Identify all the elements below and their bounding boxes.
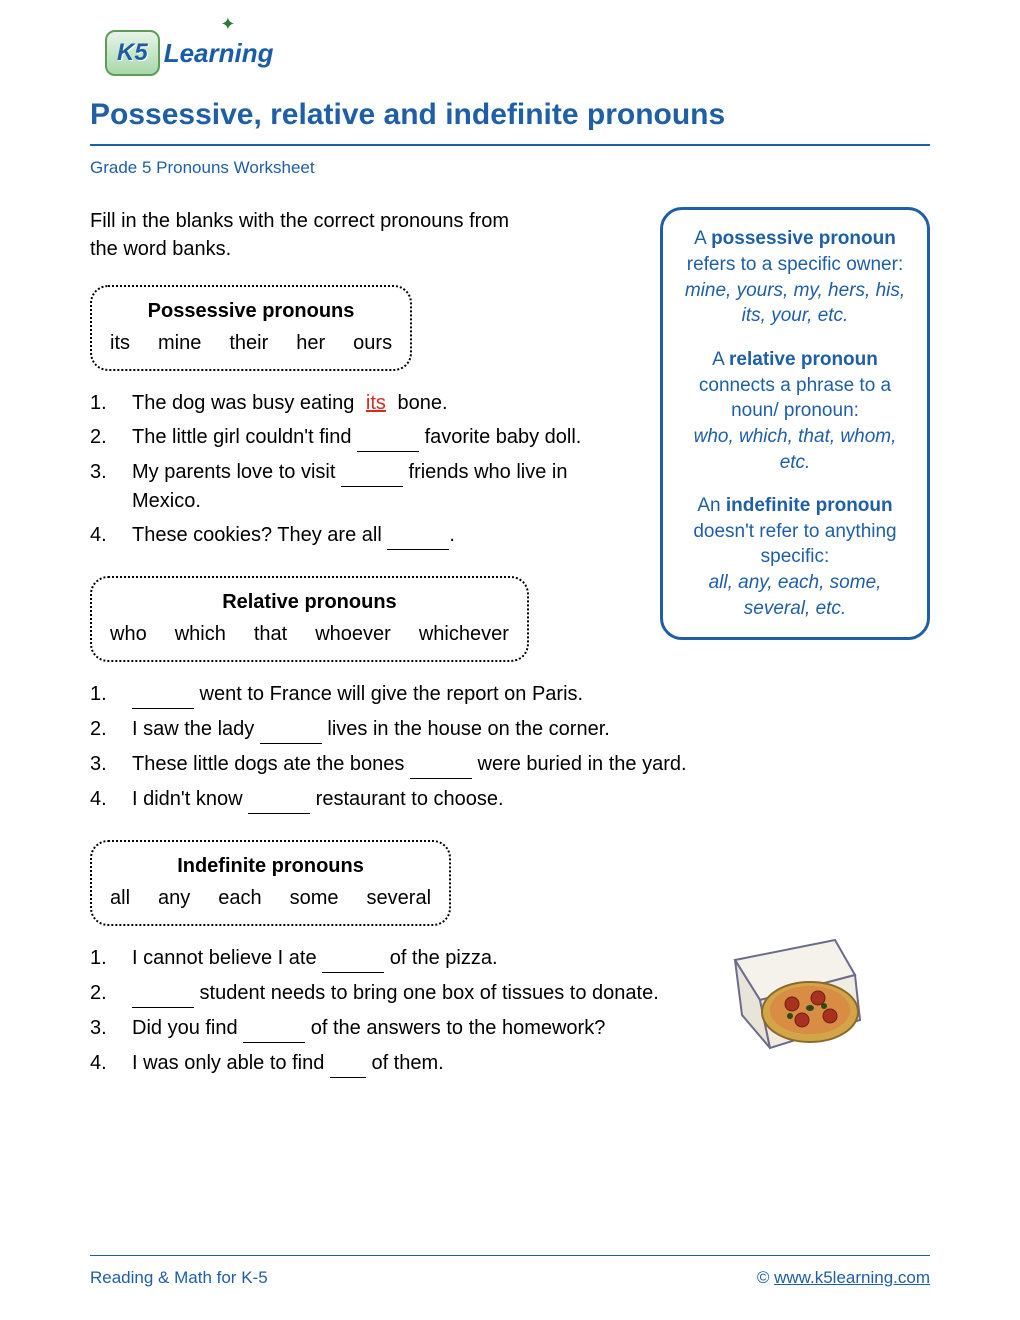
question-text: My parents love to visit friends who liv… (132, 458, 590, 515)
question-number: 3. (90, 750, 132, 779)
pizza-illustration (720, 920, 870, 1060)
info-term: possessive pronoun (711, 228, 896, 249)
question-number: 4. (90, 1049, 132, 1078)
question-row: 3.These little dogs ate the bones were b… (90, 750, 810, 779)
word-bank-word: any (158, 884, 190, 912)
question-text: I cannot believe I ate of the pizza. (132, 944, 810, 973)
word-bank-word: ours (353, 329, 392, 357)
word-bank-title: Indefinite pronouns (110, 852, 431, 880)
question-number: 2. (90, 979, 132, 1008)
logo-learning: Learning (164, 35, 274, 71)
blank[interactable] (132, 680, 194, 709)
page-title: Possessive, relative and indefinite pron… (90, 94, 930, 146)
questions-possessive: 1.The dog was busy eating its bone.2.The… (90, 389, 590, 550)
word-bank-word: its (110, 329, 130, 357)
info-desc: refers to a specific owner: (687, 254, 903, 275)
question-text: Did you find of the answers to the homew… (132, 1014, 810, 1043)
footer-link[interactable]: www.k5learning.com (774, 1268, 930, 1287)
logo: ✦ K5 Learning (105, 30, 930, 76)
word-bank-word: several (367, 884, 431, 912)
word-bank-word: which (175, 620, 226, 648)
word-bank-word: their (229, 329, 268, 357)
blank[interactable] (260, 715, 322, 744)
question-text: These cookies? They are all . (132, 521, 590, 550)
footer-left: Reading & Math for K-5 (90, 1266, 268, 1290)
info-desc: connects a phrase to a noun/ pronoun: (699, 375, 891, 422)
word-bank-relative: Relative pronouns who which that whoever whi… (90, 576, 529, 662)
question-number: 2. (90, 715, 132, 744)
subtitle: Grade 5 Pronouns Worksheet (90, 156, 930, 180)
footer: Reading & Math for K-5 © www.k5learning.… (90, 1255, 930, 1290)
question-number: 4. (90, 521, 132, 550)
blank[interactable] (248, 785, 310, 814)
word-bank-word: each (218, 884, 261, 912)
word-bank-word: her (296, 329, 325, 357)
question-row: 4.I didn't know restaurant to choose. (90, 785, 810, 814)
word-bank-word: all (110, 884, 130, 912)
footer-copy: © (757, 1268, 774, 1287)
question-row: 1.I cannot believe I ate of the pizza. (90, 944, 810, 973)
question-number: 2. (90, 423, 132, 452)
word-bank-title: Possessive pronouns (110, 297, 392, 325)
question-number: 4. (90, 785, 132, 814)
questions-indefinite: 1.I cannot believe I ate of the pizza.2.… (90, 944, 810, 1078)
question-row: 4.I was only able to find of them. (90, 1049, 810, 1078)
blank[interactable] (330, 1049, 366, 1078)
blank[interactable] (341, 458, 403, 487)
question-text: I didn't know restaurant to choose. (132, 785, 810, 814)
question-number: 1. (90, 944, 132, 973)
question-row: 1.The dog was busy eating its bone. (90, 389, 590, 417)
questions-relative: 1. went to France will give the report o… (90, 680, 810, 814)
question-number: 3. (90, 458, 132, 515)
question-text: I was only able to find of them. (132, 1049, 810, 1078)
blank[interactable] (322, 944, 384, 973)
question-text: The little girl couldn't find favorite b… (132, 423, 590, 452)
logo-person-icon: ✦ (220, 12, 235, 37)
question-number: 1. (90, 389, 132, 417)
answer: its (360, 392, 392, 414)
info-examples: all, any, each, some, several, etc. (709, 572, 882, 619)
question-text: I saw the lady lives in the house on the… (132, 715, 810, 744)
blank[interactable] (410, 750, 472, 779)
instructions: Fill in the blanks with the correct pron… (90, 207, 510, 263)
blank[interactable] (357, 423, 419, 452)
info-lead: A (712, 349, 729, 370)
word-bank-word: mine (158, 329, 201, 357)
info-lead: An (697, 495, 726, 516)
word-bank-word: that (254, 620, 287, 648)
question-number: 1. (90, 680, 132, 709)
info-lead: A (694, 228, 711, 249)
word-bank-word: whoever (315, 620, 391, 648)
question-row: 2.I saw the lady lives in the house on t… (90, 715, 810, 744)
question-text: student needs to bring one box of tissue… (132, 979, 810, 1008)
word-bank-word: who (110, 620, 147, 648)
question-number: 3. (90, 1014, 132, 1043)
info-term: indefinite pronoun (726, 495, 893, 516)
word-bank-word: whichever (419, 620, 509, 648)
blank[interactable] (132, 979, 194, 1008)
word-bank-indefinite: Indefinite pronouns all anyeach some severa… (90, 840, 451, 926)
question-row: 2. student needs to bring one box of tis… (90, 979, 810, 1008)
word-bank-word: some (290, 884, 339, 912)
info-box: A possessive pronoun refers to a specifi… (660, 207, 930, 640)
info-examples: mine, yours, my, hers, his, its, your, e… (685, 280, 905, 327)
info-term: relative pronoun (729, 349, 878, 370)
question-text: These little dogs ate the bones were bur… (132, 750, 810, 779)
word-bank-title: Relative pronouns (110, 588, 509, 616)
logo-k5: K5 (105, 30, 160, 76)
question-row: 2.The little girl couldn't find favorite… (90, 423, 590, 452)
blank[interactable] (243, 1014, 305, 1043)
question-row: 3.Did you find of the answers to the hom… (90, 1014, 810, 1043)
question-row: 4.These cookies? They are all . (90, 521, 590, 550)
word-bank-possessive: Possessive pronouns its mine their herours (90, 285, 412, 371)
info-examples: who, which, that, whom, etc. (694, 426, 897, 473)
question-row: 3.My parents love to visit friends who l… (90, 458, 590, 515)
question-row: 1. went to France will give the report o… (90, 680, 810, 709)
info-desc: doesn't refer to anything specific: (693, 521, 896, 568)
question-text: The dog was busy eating its bone. (132, 389, 590, 417)
blank[interactable] (387, 521, 449, 550)
question-text: went to France will give the report on P… (132, 680, 810, 709)
